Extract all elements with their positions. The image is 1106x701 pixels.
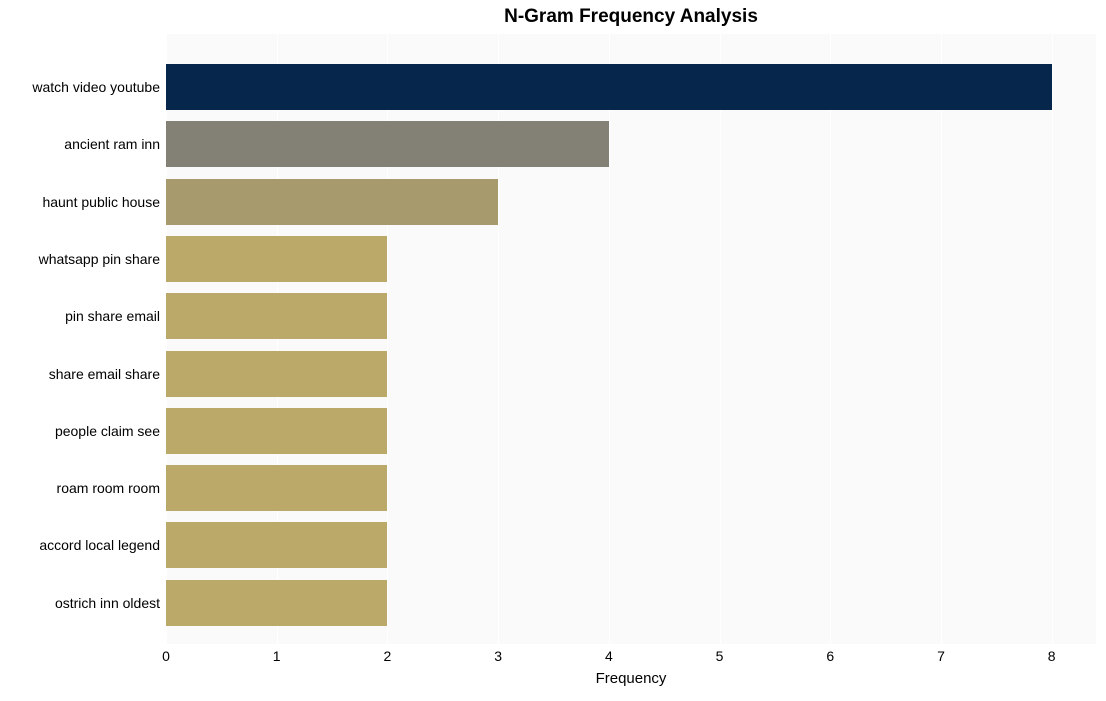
bar [166, 351, 387, 397]
y-tick-label: whatsapp pin share [4, 251, 160, 267]
x-tick-label: 6 [826, 648, 834, 664]
x-tick-label: 8 [1048, 648, 1056, 664]
y-tick-label: haunt public house [4, 194, 160, 210]
y-tick-label: ostrich inn oldest [4, 595, 160, 611]
bar [166, 580, 387, 626]
chart-title: N-Gram Frequency Analysis [166, 6, 1096, 28]
y-tick-label: watch video youtube [4, 79, 160, 95]
grid-line [830, 34, 831, 644]
bar [166, 293, 387, 339]
y-tick-label: roam room room [4, 480, 160, 496]
x-tick-label: 4 [605, 648, 613, 664]
plot-area [166, 34, 1096, 644]
bar [166, 64, 1052, 110]
y-tick-label: ancient ram inn [4, 136, 160, 152]
ngram-chart: N-Gram Frequency Analysis Frequency 0 1 2 3… [0, 0, 1106, 701]
x-tick-label: 0 [162, 648, 170, 664]
bar [166, 121, 609, 167]
x-axis-label: Frequency [166, 670, 1096, 687]
y-tick-label: accord local legend [4, 537, 160, 553]
y-tick-label: pin share email [4, 308, 160, 324]
x-tick-label: 2 [384, 648, 392, 664]
bar [166, 465, 387, 511]
bar [166, 408, 387, 454]
grid-line [1052, 34, 1053, 644]
y-tick-label: share email share [4, 366, 160, 382]
bar [166, 236, 387, 282]
grid-line [609, 34, 610, 644]
x-tick-label: 7 [937, 648, 945, 664]
x-tick-label: 3 [494, 648, 502, 664]
grid-line [941, 34, 942, 644]
x-tick-label: 1 [273, 648, 281, 664]
x-tick-label: 5 [716, 648, 724, 664]
bar [166, 522, 387, 568]
y-tick-label: people claim see [4, 423, 160, 439]
bar [166, 179, 498, 225]
grid-line [720, 34, 721, 644]
